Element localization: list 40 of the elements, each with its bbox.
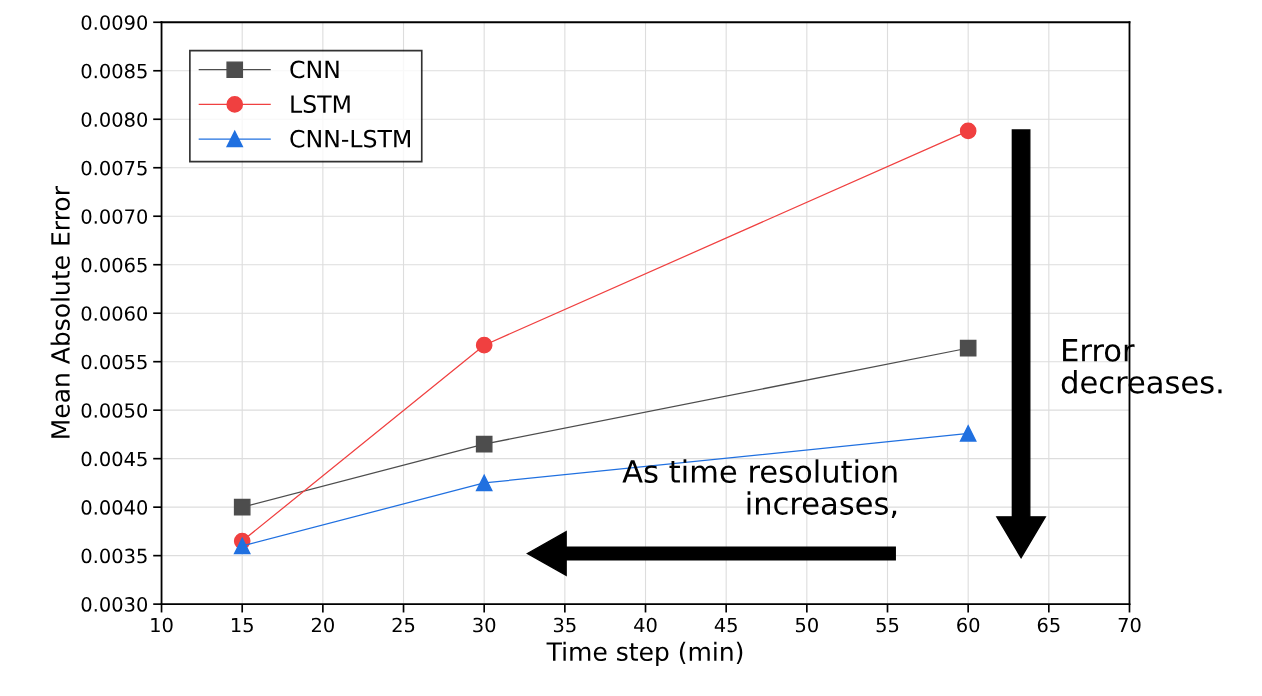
annotation: As time resolution increases, bbox=[622, 459, 897, 519]
y-tick-label: 0.0090 bbox=[81, 15, 148, 30]
legend-label: LSTM bbox=[291, 95, 350, 113]
y-tick-label: 0.0030 bbox=[81, 597, 148, 612]
x-tick-label: 35 bbox=[553, 617, 576, 633]
legend-label: CNN bbox=[290, 60, 339, 79]
y-tick-label: 0.0045 bbox=[81, 451, 147, 467]
x-tick-label: 65 bbox=[1037, 617, 1060, 633]
x-tick-label: 50 bbox=[795, 617, 818, 633]
point bbox=[475, 435, 493, 453]
x-tick-label: 70 bbox=[1118, 617, 1141, 633]
x-tick-label: 40 bbox=[634, 617, 657, 633]
y-tick-label: 0.0050 bbox=[81, 403, 148, 418]
point bbox=[233, 537, 251, 555]
point bbox=[959, 122, 977, 140]
y-tick-label: 0.0075 bbox=[81, 160, 147, 176]
point bbox=[959, 339, 977, 357]
x-tick-label: 60 bbox=[957, 617, 980, 633]
legend-label: CNN-LSTM bbox=[290, 129, 410, 148]
y-tick-label: 0.0035 bbox=[81, 548, 147, 564]
y-tick-label: 0.0085 bbox=[81, 63, 147, 79]
point bbox=[959, 425, 977, 442]
x-tick-label: 30 bbox=[473, 617, 496, 633]
point bbox=[475, 474, 493, 492]
y-tick-label: 0.0055 bbox=[81, 354, 147, 370]
y-tick-label: 0.0070 bbox=[81, 209, 148, 224]
x-tick-label: 25 bbox=[392, 617, 415, 633]
y-axis-title: Mean Absolute Error bbox=[50, 186, 70, 438]
point bbox=[233, 498, 251, 516]
y-tick-label: 0.0065 bbox=[81, 257, 147, 273]
x-tick-label: 55 bbox=[876, 617, 899, 633]
y-tick-label: 0.0060 bbox=[81, 306, 148, 321]
point bbox=[475, 336, 493, 354]
x-tick-label: 45 bbox=[714, 617, 737, 633]
x-tick-label: 10 bbox=[151, 617, 173, 633]
y-tick-label: 0.0080 bbox=[81, 112, 148, 127]
y-tick-label: 0.0040 bbox=[81, 500, 148, 515]
x-tick-label: 15 bbox=[231, 617, 253, 633]
x-axis-title: Time step (min) bbox=[546, 641, 743, 666]
x-tick-label: 20 bbox=[311, 617, 334, 633]
